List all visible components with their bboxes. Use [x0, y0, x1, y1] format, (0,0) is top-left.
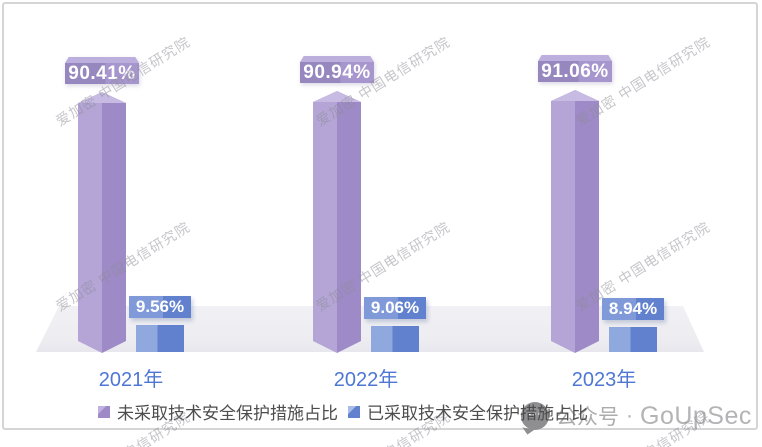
- purple-bar-2023年: [551, 90, 599, 353]
- purple-label-top-face: [65, 57, 139, 63]
- legend-marker-blue: [348, 405, 360, 418]
- chat-bubble-icon: ···: [521, 402, 549, 430]
- purple-value-text: 91.06%: [538, 61, 612, 82]
- blue-bar-2022年: [371, 326, 419, 352]
- blue-bar-2023年: [609, 327, 657, 352]
- purple-value-label-2022年: 90.94%: [300, 56, 374, 83]
- legend-label-adopted: 已采取技术安全保护措施占比: [367, 404, 588, 423]
- brand-account-label: 公众号: [556, 406, 619, 429]
- chart-legend: 未采取技术安全保护措施占比 已采取技术安全保护措施占比: [98, 399, 588, 424]
- blue-value-label-2022年: 9.06%: [364, 297, 426, 319]
- blue-value-label-2023年: 8.94%: [602, 298, 664, 320]
- category-label-2021年: 2021年: [98, 369, 164, 391]
- purple-label-top-face: [300, 56, 374, 62]
- purple-value-text: 90.94%: [300, 62, 374, 83]
- brand-separator: ·: [626, 404, 633, 427]
- legend-item-adopted: 已采取技术安全保护措施占比: [348, 399, 588, 424]
- brand-name: GoUpSec: [640, 401, 752, 430]
- blue-value-label-2021年: 9.56%: [129, 296, 191, 318]
- blue-bar-2021年: [136, 325, 184, 352]
- purple-value-text: 90.41%: [65, 63, 139, 84]
- legend-marker-purple: [98, 405, 110, 418]
- legend-label-not-adopted: 未采取技术安全保护措施占比: [117, 404, 338, 423]
- category-label-2023年: 2023年: [571, 369, 637, 391]
- purple-bar-2022年: [313, 91, 361, 353]
- category-label-2022年: 2022年: [333, 369, 399, 391]
- legend-item-not-adopted: 未采取技术安全保护措施占比: [98, 399, 338, 424]
- purple-value-label-2023年: 91.06%: [538, 55, 612, 82]
- purple-bar-cap: [313, 91, 361, 102]
- chat-bubble-dots: ···: [527, 406, 543, 423]
- purple-bar-2021年: [78, 92, 126, 353]
- goupsec-watermark: ··· 公众号 · GoUpSec: [521, 401, 752, 431]
- purple-value-label-2021年: 90.41%: [65, 57, 139, 84]
- purple-bar-cap: [551, 90, 599, 101]
- purple-bar-cap: [78, 92, 126, 103]
- purple-label-top-face: [538, 55, 612, 61]
